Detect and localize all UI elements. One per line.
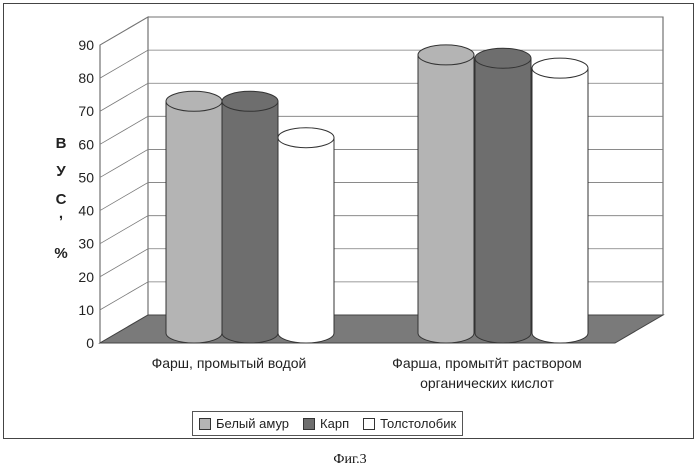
side-wall <box>100 17 148 343</box>
y-tick-label: 50 <box>78 169 94 185</box>
y-axis-label-char: , <box>59 205 63 222</box>
y-tick-label: 30 <box>78 236 94 252</box>
y-tick-label: 0 <box>86 335 94 351</box>
bar-body <box>418 55 474 343</box>
y-tick-label: 80 <box>78 70 94 86</box>
y-axis-label-char: В <box>56 135 67 152</box>
legend-item-carp: Карп <box>303 416 349 431</box>
y-tick-label: 90 <box>78 37 94 53</box>
bar-body <box>278 138 334 343</box>
chart-legend: Белый амур Карп Толстолобик <box>192 411 463 436</box>
legend-label-white-amur: Белый амур <box>216 416 289 431</box>
bar-top <box>166 91 222 111</box>
x-category-label: Фарша, промытйт раствором <box>392 355 582 371</box>
y-tick-label: 70 <box>78 103 94 119</box>
y-tick-label: 20 <box>78 269 94 285</box>
y-tick-label: 40 <box>78 203 94 219</box>
legend-swatch-white-amur <box>199 418 211 430</box>
legend-item-bighead: Толстолобик <box>363 416 456 431</box>
bar-top <box>418 45 474 65</box>
figure-caption: Фиг.3 <box>0 452 700 468</box>
bar-top <box>532 58 588 78</box>
bar-body <box>475 58 531 343</box>
legend-label-bighead: Толстолобик <box>380 416 456 431</box>
bar-body <box>222 101 278 343</box>
x-category-label: органических кислот <box>420 375 554 391</box>
y-tick-label: 60 <box>78 136 94 152</box>
legend-swatch-bighead <box>363 418 375 430</box>
y-axis-label-char: У <box>56 163 66 180</box>
bar-body <box>532 68 588 343</box>
legend-item-white-amur: Белый амур <box>199 416 289 431</box>
x-category-label: Фарш, промытый водой <box>152 355 307 371</box>
y-tick-label: 10 <box>78 302 94 318</box>
legend-swatch-carp <box>303 418 315 430</box>
bar-top <box>278 128 334 148</box>
legend-label-carp: Карп <box>320 416 349 431</box>
bar-body <box>166 101 222 343</box>
bar-top <box>475 48 531 68</box>
bar-top <box>222 91 278 111</box>
y-axis-label-char: % <box>54 245 67 262</box>
